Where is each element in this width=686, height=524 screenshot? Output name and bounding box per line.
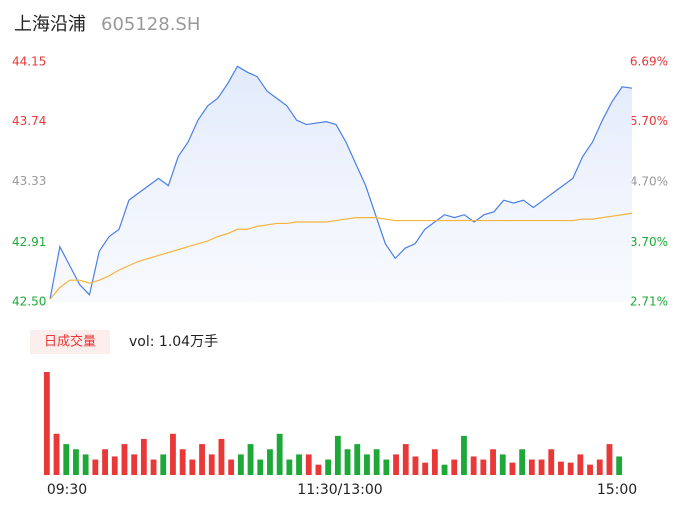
volume-bar (82, 454, 89, 475)
volume-bar (315, 464, 322, 475)
volume-bar (63, 444, 70, 475)
y-tick-label: 44.15 (12, 55, 46, 69)
volume-bar (373, 449, 380, 475)
y-tick-label: 43.33 (12, 174, 46, 188)
volume-bar (189, 459, 196, 475)
y-tick-label: 43.74 (12, 114, 46, 128)
volume-bar (160, 454, 167, 475)
volume-bar (616, 456, 623, 475)
volume-bar (121, 444, 128, 475)
volume-bar (102, 449, 108, 475)
volume-bar (43, 372, 50, 475)
volume-bar (412, 456, 419, 475)
volume-bar (383, 459, 390, 475)
volume-bar (208, 454, 215, 475)
volume-bar (558, 461, 564, 475)
volume-bar (470, 456, 477, 475)
volume-bar (461, 435, 467, 475)
volume-bar (296, 454, 302, 475)
volume-bar (596, 459, 603, 475)
volume-bar (528, 459, 535, 475)
price-line (49, 65, 633, 300)
volume-bar (480, 459, 487, 475)
volume-bar (228, 459, 235, 475)
volume-bar (150, 459, 157, 475)
y2-tick-label: 5.70% (630, 114, 668, 128)
volume-bar (509, 462, 516, 475)
x-tick-label: 11:30/13:00 (297, 482, 382, 498)
volume-bar (237, 454, 244, 475)
chart-subtitle: 605128.SH (101, 14, 200, 35)
volume-label: vol: 1.04万手 (129, 334, 218, 350)
volume-bar (364, 454, 370, 475)
x-tick-label: 09:30 (47, 482, 87, 498)
y-tick-label: 42.50 (12, 295, 46, 309)
volume-bar (422, 462, 429, 475)
chart-title: 上海沿浦 (14, 14, 86, 35)
price-area (50, 66, 632, 302)
volume-bar (402, 444, 409, 475)
volume-bar (73, 449, 79, 475)
volume-bar (92, 459, 99, 475)
volume-bar (344, 449, 351, 475)
volume-bar (247, 444, 254, 475)
volume-bar (140, 438, 147, 475)
volume-bar (538, 459, 545, 475)
volume-button-label[interactable]: 日成交量 (44, 334, 96, 350)
volume-bar (490, 449, 496, 475)
volume-bar (286, 459, 293, 475)
volume-bar (218, 438, 225, 475)
volume-bar (393, 454, 399, 475)
volume-bar (354, 444, 361, 475)
volume-bar (548, 449, 555, 475)
volume-bar (606, 444, 613, 475)
volume-bar (441, 464, 448, 475)
volume-bar (431, 449, 438, 475)
volume-bar (451, 459, 458, 475)
volume-bar (179, 449, 186, 475)
volume-bar (305, 454, 312, 475)
x-tick-label: 15:00 (597, 482, 637, 498)
average-line (49, 212, 633, 300)
volume-bar (499, 454, 506, 475)
volume-bar (199, 444, 205, 475)
volume-bar (325, 459, 332, 475)
volume-bar (111, 456, 118, 475)
volume-bar (519, 449, 526, 475)
volume-bar (276, 433, 283, 475)
volume-bar (53, 433, 60, 475)
volume-bar (257, 459, 264, 475)
y-tick-label: 42.91 (12, 235, 46, 249)
y2-tick-label: 4.70% (630, 175, 668, 189)
y2-tick-label: 2.71% (630, 295, 668, 309)
volume-bar (577, 454, 584, 475)
volume-bar (170, 433, 176, 475)
volume-button[interactable] (30, 330, 110, 354)
y2-tick-label: 3.70% (630, 235, 668, 249)
volume-bar (334, 435, 341, 475)
y2-tick-label: 6.69% (630, 55, 668, 69)
volume-bar (567, 462, 574, 475)
volume-bar (131, 454, 138, 475)
volume-bar (587, 464, 593, 475)
volume-bar (267, 449, 273, 475)
